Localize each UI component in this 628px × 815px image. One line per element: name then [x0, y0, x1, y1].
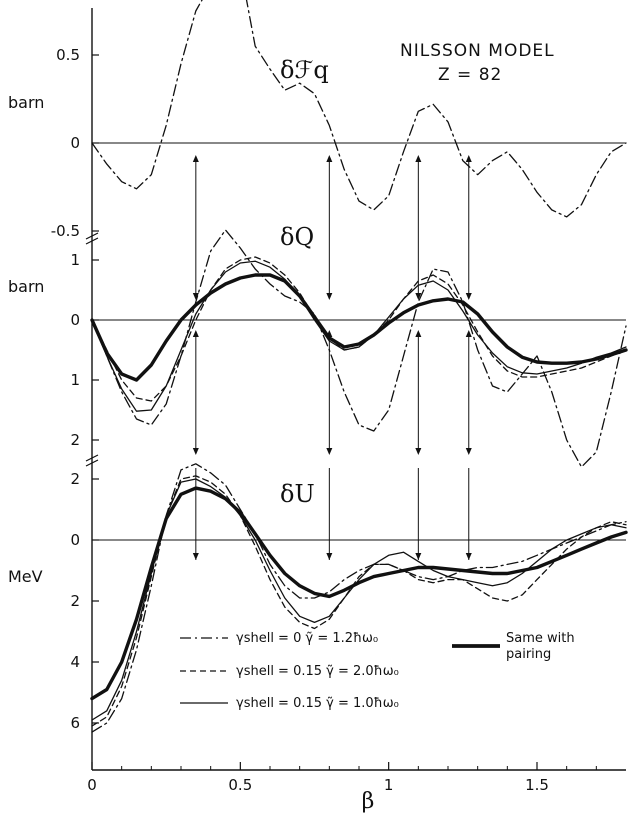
y-tick-label: 2 [70, 592, 80, 610]
ylabel-panel-3: MeV [8, 567, 43, 586]
arrow-head-down [192, 448, 199, 455]
x-tick-label: 0.5 [228, 776, 252, 794]
y-tick-label: 6 [70, 714, 80, 732]
y-tick-label: 4 [70, 653, 80, 671]
y-tick-label: 1 [70, 251, 80, 269]
panel-title-du: δU [280, 480, 315, 508]
arrow-head-down [465, 448, 472, 455]
arrow-head-down [415, 448, 422, 455]
arrow-head-up [415, 330, 422, 337]
arrow-head-up [465, 330, 472, 337]
axis-break-mark [85, 454, 99, 467]
y-tick-label: 2 [70, 470, 80, 488]
arrow-head-down [415, 553, 422, 560]
y-tick-label: -0.5 [51, 222, 80, 240]
arrow-head-down [415, 293, 422, 300]
legend-label: γshell = 0.15 γ̃ = 1.0ħω₀ [236, 696, 399, 711]
panel-title-dq: δQ [280, 223, 314, 251]
arrow-head-up [192, 330, 199, 337]
y-tick-label: 0 [70, 531, 80, 549]
x-tick-label: 0 [87, 776, 97, 794]
legend-label: γshell = 0.15 γ̃ = 2.0ħω₀ [236, 664, 399, 679]
arrow-head-down [326, 448, 333, 455]
axis-break-mark [85, 232, 99, 245]
x-tick-label: 1.5 [525, 776, 549, 794]
header-nucleus: Z = 82 [438, 65, 502, 85]
panel-title-dfq: δℱq [280, 56, 329, 84]
arrow-head-up [465, 155, 472, 162]
y-tick-label: 2 [70, 431, 80, 449]
y-tick-label: 0.5 [56, 46, 80, 64]
text-layer: NILSSON MODEL Z = 82 δℱq δQ δU barn barn… [8, 41, 555, 814]
x-axis-label: β [362, 789, 375, 814]
arrow-head-down [192, 293, 199, 300]
legend: γshell = 0 γ̃ = 1.2ħω₀ γshell = 0.15 γ̃ =… [180, 631, 575, 711]
series-layer [90, 0, 628, 733]
x-tick-label: 1 [384, 776, 394, 794]
series-line-solid [91, 260, 627, 412]
legend-label-cont: pairing [506, 647, 551, 662]
series-line-solid [91, 478, 627, 721]
series-line-dash-dot [91, 229, 627, 468]
series-line-thick [90, 273, 628, 382]
arrow-head-down [326, 293, 333, 300]
series-line-dashed [91, 256, 627, 402]
series-line-thick [90, 486, 628, 701]
series-line-dashed [91, 475, 627, 727]
ylabel-panel-1: barn [8, 93, 44, 112]
arrow-head-down [465, 293, 472, 300]
arrow-head-down [465, 553, 472, 560]
series-line-dash-dot [91, 0, 627, 218]
y-tick-label: 0 [70, 134, 80, 152]
y-tick-label: 1 [70, 371, 80, 389]
series-line-dash-dot [91, 463, 627, 733]
arrow-head-up [415, 155, 422, 162]
ylabel-panel-2: barn [8, 277, 44, 296]
arrow-head-up [192, 155, 199, 162]
arrow-layer [192, 155, 472, 560]
legend-label: Same with [506, 631, 575, 646]
arrow-head-down [326, 553, 333, 560]
legend-label: γshell = 0 γ̃ = 1.2ħω₀ [236, 631, 378, 646]
arrow-head-up [326, 155, 333, 162]
y-tick-label: 0 [70, 311, 80, 329]
arrow-head-down [192, 553, 199, 560]
header-model: NILSSON MODEL [400, 41, 555, 61]
